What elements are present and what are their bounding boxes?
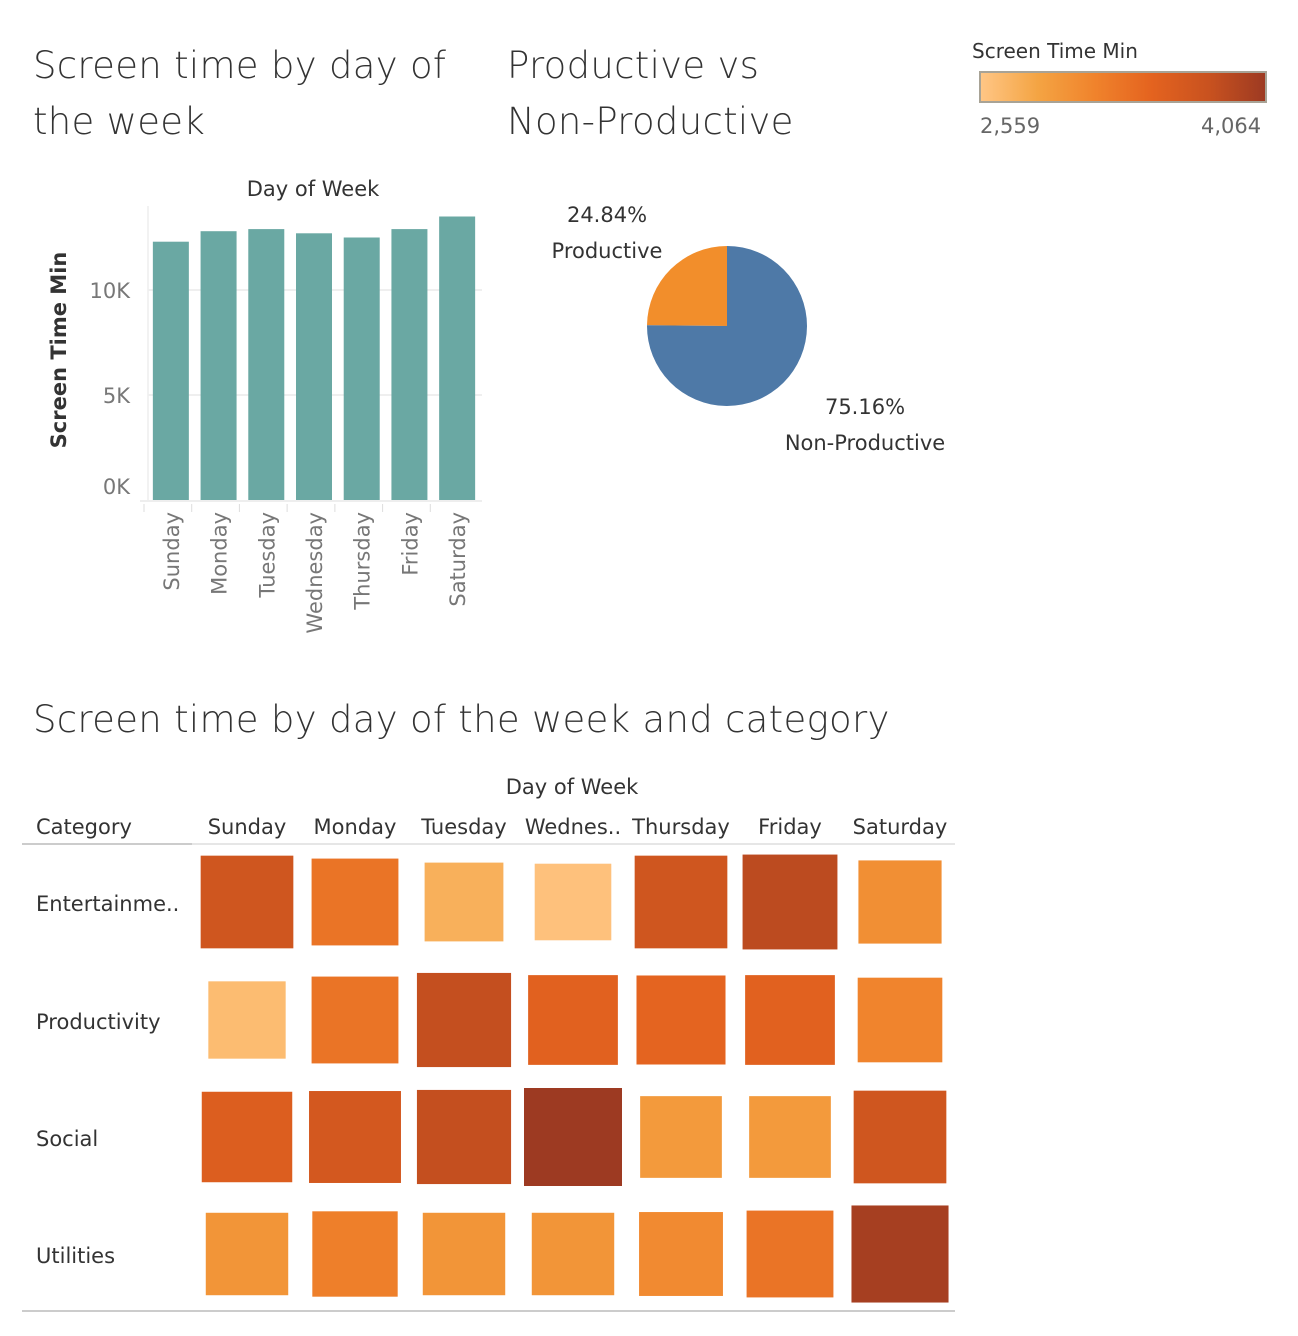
heatmap-column-header: Saturday bbox=[853, 815, 948, 839]
heatmap-x-title: Day of Week bbox=[506, 775, 639, 799]
heatmap-cell[interactable] bbox=[851, 1205, 949, 1303]
bar-y-title: Screen Time Min bbox=[47, 252, 71, 449]
heatmap-column-header: Monday bbox=[314, 815, 397, 839]
bar-chart-title: Screen time by day of the week bbox=[33, 44, 447, 143]
heatmap-cell[interactable] bbox=[636, 975, 726, 1065]
pie-label-productive-name: Productive bbox=[552, 239, 663, 263]
x-tick-label: Tuesday bbox=[255, 512, 279, 598]
pie-slice-productive[interactable] bbox=[647, 246, 727, 326]
heatmap-cell[interactable] bbox=[311, 976, 399, 1064]
legend-max: 4,064 bbox=[1201, 114, 1262, 138]
heatmap-row-label: Utilities bbox=[36, 1244, 115, 1268]
heatmap-column-header: Sunday bbox=[208, 815, 287, 839]
heatmap-cell[interactable] bbox=[312, 1211, 398, 1297]
heatmap-cell[interactable] bbox=[528, 975, 618, 1065]
heatmap-cell[interactable] bbox=[208, 981, 286, 1059]
pie-label-nonproductive-name: Non-Productive bbox=[785, 431, 945, 455]
y-tick-label: 5K bbox=[103, 384, 131, 408]
heatmap-cell[interactable] bbox=[857, 977, 943, 1063]
bar-monday[interactable] bbox=[200, 231, 237, 500]
heatmap-row-label: Entertainme.. bbox=[36, 892, 179, 916]
heatmap-title: Screen time by day of the week and categ… bbox=[33, 698, 890, 741]
heatmap-row-label: Productivity bbox=[36, 1010, 161, 1034]
heatmap-cell[interactable] bbox=[422, 1212, 506, 1296]
heatmap-column-header: Thursday bbox=[631, 815, 730, 839]
heatmap-cell[interactable] bbox=[749, 1096, 831, 1178]
pie-slice-non-productive[interactable] bbox=[647, 246, 807, 407]
heatmap-row-label: Social bbox=[36, 1127, 98, 1151]
heatmap-cell[interactable] bbox=[640, 1096, 722, 1178]
heatmap-cell[interactable] bbox=[639, 1212, 723, 1296]
heatmap: Day of Week Category Sunday Monday Tuesday… bbox=[22, 775, 955, 1312]
bar-chart: Day of Week Screen Time Min 0K 5K 10K Sunda… bbox=[47, 177, 482, 634]
heatmap-cell[interactable] bbox=[534, 863, 612, 941]
x-tick-label: Sunday bbox=[160, 512, 184, 591]
x-tick-label: Wednesday bbox=[303, 512, 327, 634]
bar-tuesday[interactable] bbox=[248, 229, 285, 500]
bar-saturday[interactable] bbox=[439, 216, 476, 501]
x-tick-label: Saturday bbox=[446, 512, 470, 607]
heatmap-cell[interactable] bbox=[531, 1212, 615, 1296]
bar-x-title: Day of Week bbox=[247, 177, 380, 201]
pie-chart-title: Productive vs Non-Productive bbox=[507, 44, 794, 143]
heatmap-row-header: Category bbox=[36, 815, 132, 839]
heatmap-cell[interactable] bbox=[746, 1210, 834, 1298]
heatmap-cell[interactable] bbox=[416, 972, 512, 1068]
x-tick-label: Friday bbox=[398, 512, 422, 576]
pie-label-nonproductive-percent: 75.16% bbox=[825, 395, 905, 419]
y-tick-label: 0K bbox=[103, 475, 131, 499]
heatmap-cell[interactable] bbox=[201, 1091, 293, 1183]
bar-thursday[interactable] bbox=[343, 237, 380, 501]
pie-chart: 24.84% Productive 75.16% Non-Productive bbox=[552, 203, 946, 455]
heatmap-column-header: Friday bbox=[758, 815, 822, 839]
bar-wednesday[interactable] bbox=[296, 233, 332, 501]
heatmap-cell[interactable] bbox=[742, 854, 838, 950]
x-tick-label: Monday bbox=[208, 512, 232, 595]
bar-friday[interactable] bbox=[391, 229, 428, 500]
legend-title: Screen Time Min bbox=[972, 39, 1138, 63]
pie-label-productive-percent: 24.84% bbox=[567, 203, 647, 227]
bar-sunday[interactable] bbox=[152, 241, 189, 500]
heatmap-column-header: Wednes.. bbox=[525, 815, 621, 839]
heatmap-cell[interactable] bbox=[853, 1090, 947, 1184]
heatmap-cell[interactable] bbox=[311, 858, 399, 946]
heatmap-cell[interactable] bbox=[309, 1091, 401, 1183]
heatmap-cell[interactable] bbox=[634, 855, 728, 949]
legend-gradient bbox=[979, 71, 1267, 103]
y-tick-label: 10K bbox=[90, 279, 132, 303]
heatmap-cell[interactable] bbox=[200, 855, 294, 949]
heatmap-cell[interactable] bbox=[205, 1212, 289, 1296]
heatmap-cell[interactable] bbox=[858, 860, 942, 944]
legend-min: 2,559 bbox=[980, 114, 1041, 138]
heatmap-column-header: Tuesday bbox=[420, 815, 506, 839]
heatmap-cell[interactable] bbox=[424, 862, 504, 942]
heatmap-cell[interactable] bbox=[416, 1089, 512, 1185]
heatmap-cell[interactable] bbox=[745, 975, 835, 1065]
x-tick-label: Thursday bbox=[351, 512, 375, 611]
heatmap-cell[interactable] bbox=[524, 1088, 622, 1186]
